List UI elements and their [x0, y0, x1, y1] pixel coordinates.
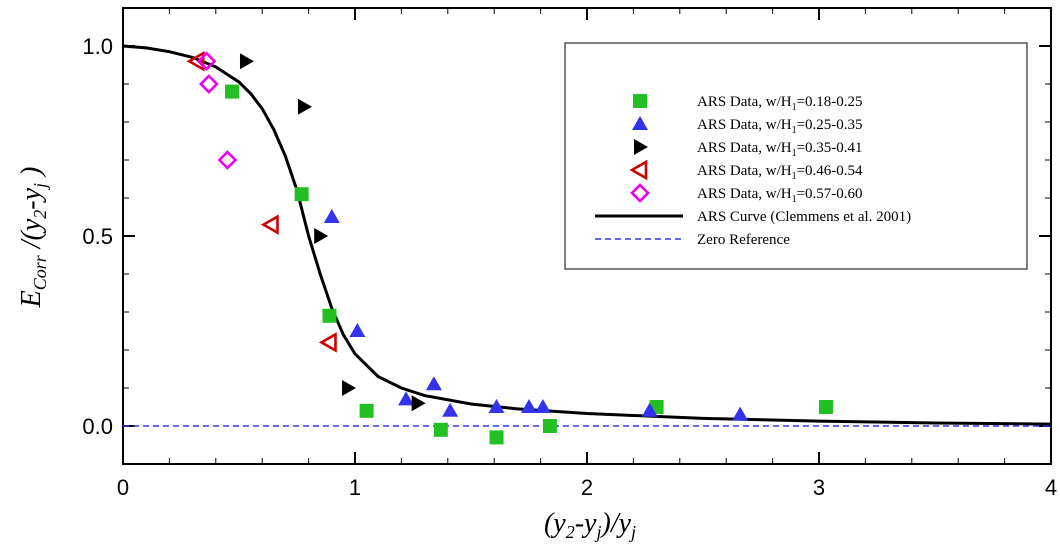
x-axis-title-part: (y: [544, 508, 566, 539]
series-1-point: [433, 422, 448, 437]
x-axis-title: (y2-yj)/yj: [544, 508, 636, 542]
legend-marker-swatch: [629, 159, 648, 181]
x-tick-label: 1: [349, 475, 361, 500]
series-4-point: [318, 332, 337, 353]
series-lines: [122, 44, 1052, 427]
series-1-point: [322, 308, 337, 323]
series-4-point: [260, 214, 279, 235]
series-5-point: [196, 51, 217, 72]
legend: ARS Data, w/H1=0.18-0.25 ARS Data, w/H1=0…: [564, 42, 1028, 270]
y-axis-title-sub: j: [30, 183, 50, 190]
legend-marker-swatch: [634, 139, 648, 155]
series-markers: [186, 50, 833, 445]
series-1-point: [225, 84, 240, 99]
legend-label: ARS Data, w/H1=0.46-0.54: [697, 163, 863, 182]
series-2-point: [425, 376, 442, 391]
series-2-point: [323, 209, 340, 223]
series-2-point: [732, 406, 749, 421]
legend-marker-swatch: [633, 94, 647, 108]
series-4-point: [186, 50, 205, 72]
y-tick-label: 0.5: [82, 224, 113, 249]
series-1-point: [542, 419, 557, 433]
y-axis-title-part: /(y: [16, 218, 47, 255]
x-axis-title-part: )/y: [600, 508, 632, 539]
x-axis-title-part: -y: [575, 508, 597, 539]
series-2-point: [534, 399, 551, 413]
legend-label: ARS Data, w/H1=0.35-0.41: [697, 140, 863, 159]
legend-label: ARS Data, w/H1=0.18-0.25: [697, 94, 863, 113]
legend-label: ARS Data, w/H1=0.57-0.60: [697, 186, 863, 205]
series-3-point: [314, 228, 329, 244]
series-2-point: [349, 323, 366, 337]
series-1-point: [818, 400, 833, 414]
x-tick-label: 2: [581, 475, 593, 500]
x-axis-title-sub: j: [629, 522, 636, 542]
series-3-point: [297, 98, 312, 115]
x-axis-title-sub: j: [594, 522, 601, 542]
series-2-point: [641, 402, 658, 417]
series-3-point: [342, 380, 357, 396]
y-axis-title-part: -y: [16, 187, 47, 209]
series-3-point: [239, 53, 254, 70]
series-5-point: [199, 74, 219, 94]
series-2-point: [442, 402, 459, 417]
series-1-point: [489, 430, 504, 445]
y-axis-title-sub: 2: [30, 210, 50, 219]
series-6-line: [122, 44, 1052, 426]
y-axis-title-sub: Corr: [30, 254, 50, 290]
tick-labels: 0 1 2 3 4 0.0 0.5 1.0: [82, 34, 1057, 500]
series-3-point: [411, 395, 426, 412]
legend-marker-swatch: [632, 116, 648, 130]
legend-label: ARS Data, w/H1=0.25-0.35: [697, 117, 863, 136]
x-tick-label: 0: [117, 475, 129, 500]
series-1-point: [359, 403, 374, 418]
x-tick-label: 4: [1045, 475, 1057, 500]
series-2-point: [398, 391, 415, 406]
y-axis-title-part: E: [16, 290, 47, 308]
y-tick-label: 1.0: [82, 34, 113, 59]
legend-label: ARS Curve (Clemmens et al. 2001): [697, 209, 911, 225]
y-axis-title-part: ): [16, 167, 47, 183]
y-tick-label: 0.0: [82, 414, 113, 439]
series-1-point: [294, 187, 309, 202]
series-2-point: [488, 399, 505, 413]
legend-label: Zero Reference: [697, 232, 790, 248]
x-tick-label: 3: [813, 475, 825, 500]
y-axis-title: ECorr /(y2-yj ): [16, 167, 50, 309]
series-2-point: [521, 399, 537, 413]
series-5-point: [217, 150, 238, 170]
x-axis-title-sub: 2: [566, 522, 575, 542]
legend-marker-swatch: [630, 183, 650, 203]
legend-box: [564, 42, 1028, 270]
